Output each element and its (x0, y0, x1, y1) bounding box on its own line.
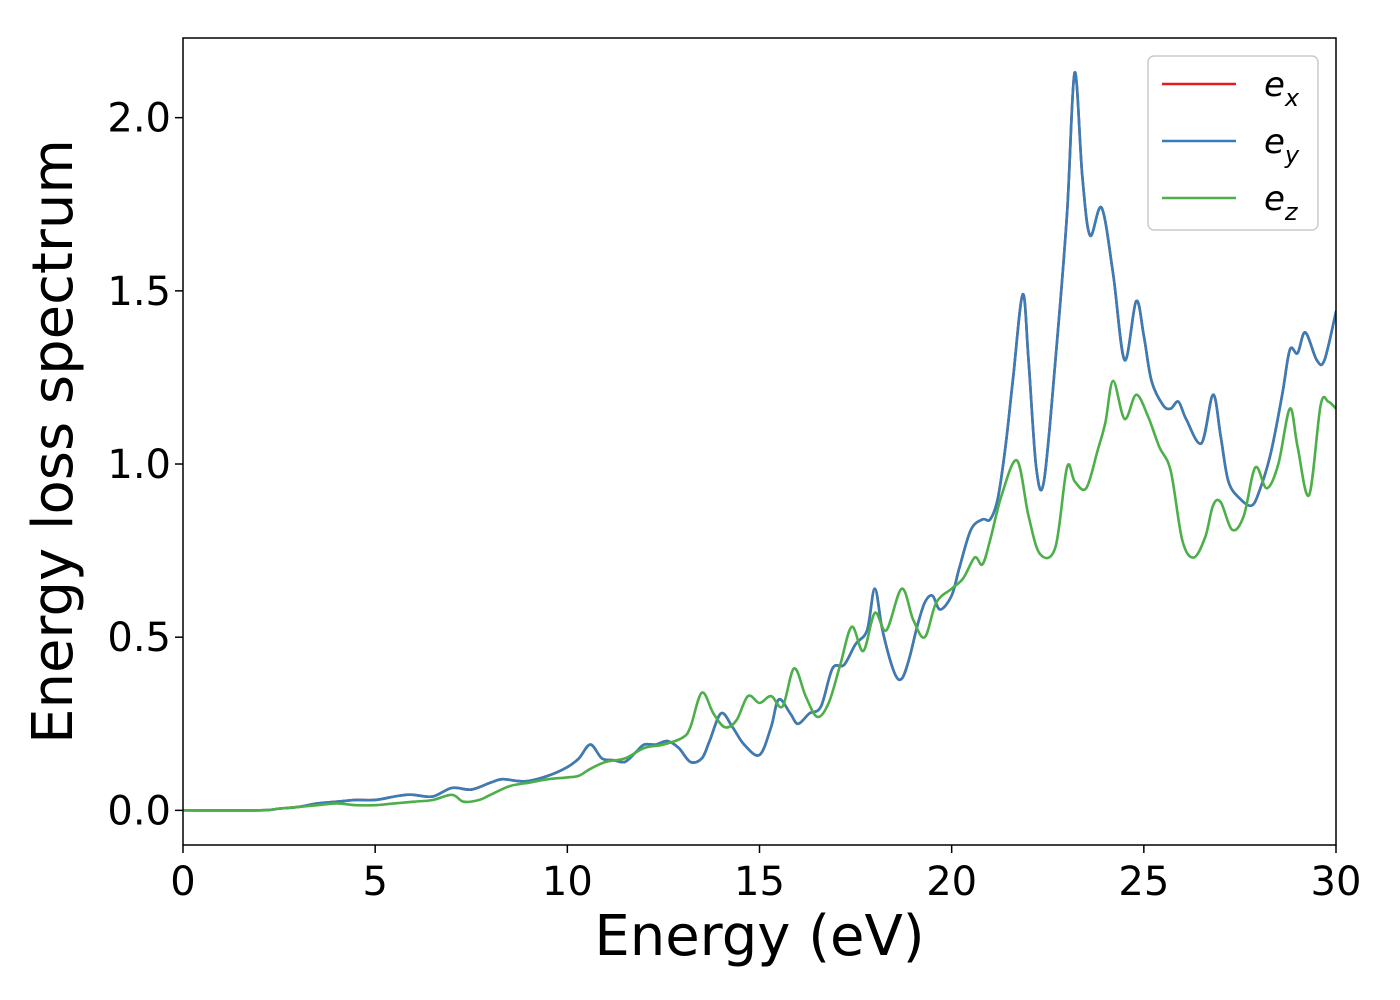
x-tick-label: 5 (362, 859, 387, 905)
y-tick-label: 1.0 (107, 442, 171, 488)
x-tick-label: 10 (542, 859, 593, 905)
x-tick-label: 15 (734, 859, 785, 905)
legend-label-base: e (1264, 122, 1285, 162)
x-axis-ticks: 0 5 10 15 20 25 30 (170, 845, 1361, 905)
series-line-ez (183, 379, 1336, 812)
x-tick-label: 25 (1118, 859, 1169, 905)
legend-label-base: e (1264, 179, 1285, 219)
legend-label-subscript: z (1284, 198, 1299, 226)
legend-label-ez: ez (1264, 179, 1299, 226)
legend-box (1147, 55, 1319, 231)
y-tick-label: 2.0 (107, 96, 171, 142)
series-layer (183, 71, 1336, 812)
y-axis-ticks: 0.0 0.5 1.0 1.5 2.0 (107, 96, 183, 834)
y-axis-title: Energy loss spectrum (21, 139, 86, 744)
x-tick-label: 0 (170, 859, 195, 905)
y-tick-label: 0.0 (107, 788, 171, 834)
legend-label-subscript: x (1284, 84, 1300, 112)
legend-label-subscript: y (1284, 141, 1300, 169)
x-tick-label: 30 (1311, 859, 1362, 905)
x-tick-label: 20 (926, 859, 977, 905)
legend-label-ey: ey (1264, 122, 1300, 169)
legend-label-base: e (1264, 65, 1285, 105)
legend-label-ex: ex (1264, 65, 1300, 112)
y-tick-label: 0.5 (107, 615, 171, 661)
y-tick-label: 1.5 (107, 269, 171, 315)
series-line-ey (183, 71, 1336, 812)
x-axis-title: Energy (eV) (594, 904, 924, 969)
